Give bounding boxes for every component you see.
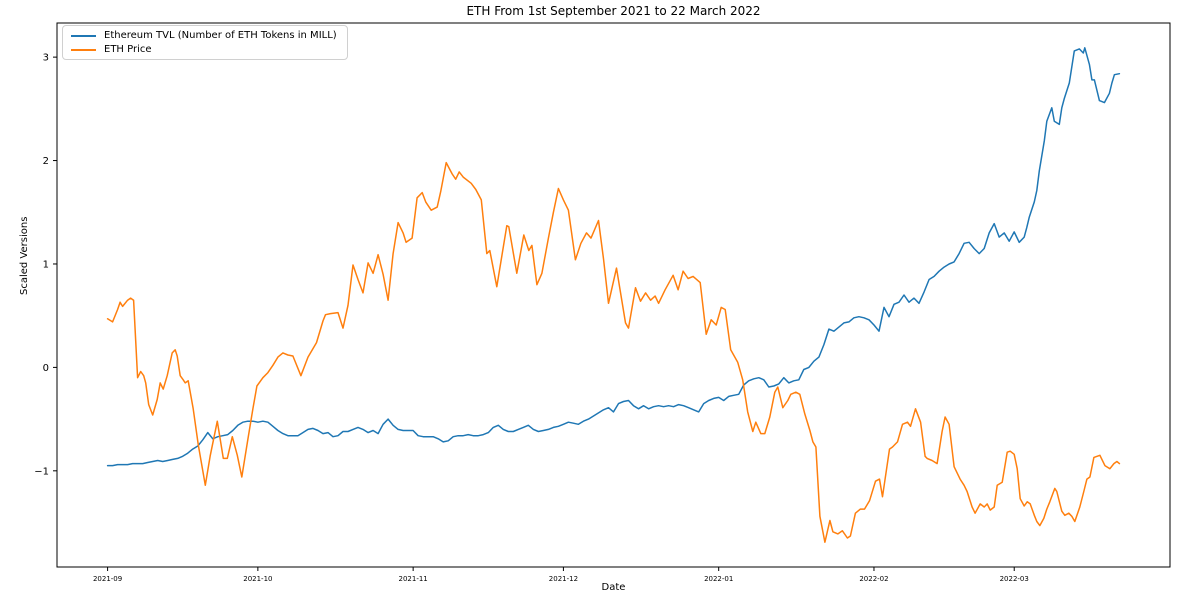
series-line-eth-price <box>106 161 1121 543</box>
legend-line-swatch <box>71 34 96 37</box>
x-tick-label: 2022-02 <box>859 575 888 583</box>
y-tick-label: −1 <box>34 466 49 477</box>
x-tick-label: 2021-10 <box>243 575 272 583</box>
axes-frame <box>56 22 1171 568</box>
legend-item: ETH Price <box>71 44 337 55</box>
legend-item: Ethereum TVL (Number of ETH Tokens in MI… <box>71 30 337 41</box>
x-tick-label: 2022-01 <box>704 575 733 583</box>
legend-label: Ethereum TVL (Number of ETH Tokens in MI… <box>104 30 337 41</box>
y-tick-label: 0 <box>43 363 49 374</box>
x-tick-label: 2021-11 <box>399 575 428 583</box>
chart-title: ETH From 1st September 2021 to 22 March … <box>466 4 761 18</box>
x-tick-label: 2021-12 <box>549 575 578 583</box>
legend-line-swatch <box>71 48 96 51</box>
x-tick-label: 2021-09 <box>93 575 122 583</box>
legend-label: ETH Price <box>104 44 152 55</box>
x-axis-label: Date <box>601 582 626 593</box>
series-line-ethereum-tvl-number-of-eth-tokens-in-mill <box>106 47 1121 467</box>
y-tick-label: 1 <box>43 259 49 270</box>
y-tick-label: 3 <box>43 53 49 64</box>
x-tick-label: 2022-03 <box>1000 575 1029 583</box>
legend: Ethereum TVL (Number of ETH Tokens in MI… <box>62 25 348 60</box>
y-tick-label: 2 <box>43 156 49 167</box>
